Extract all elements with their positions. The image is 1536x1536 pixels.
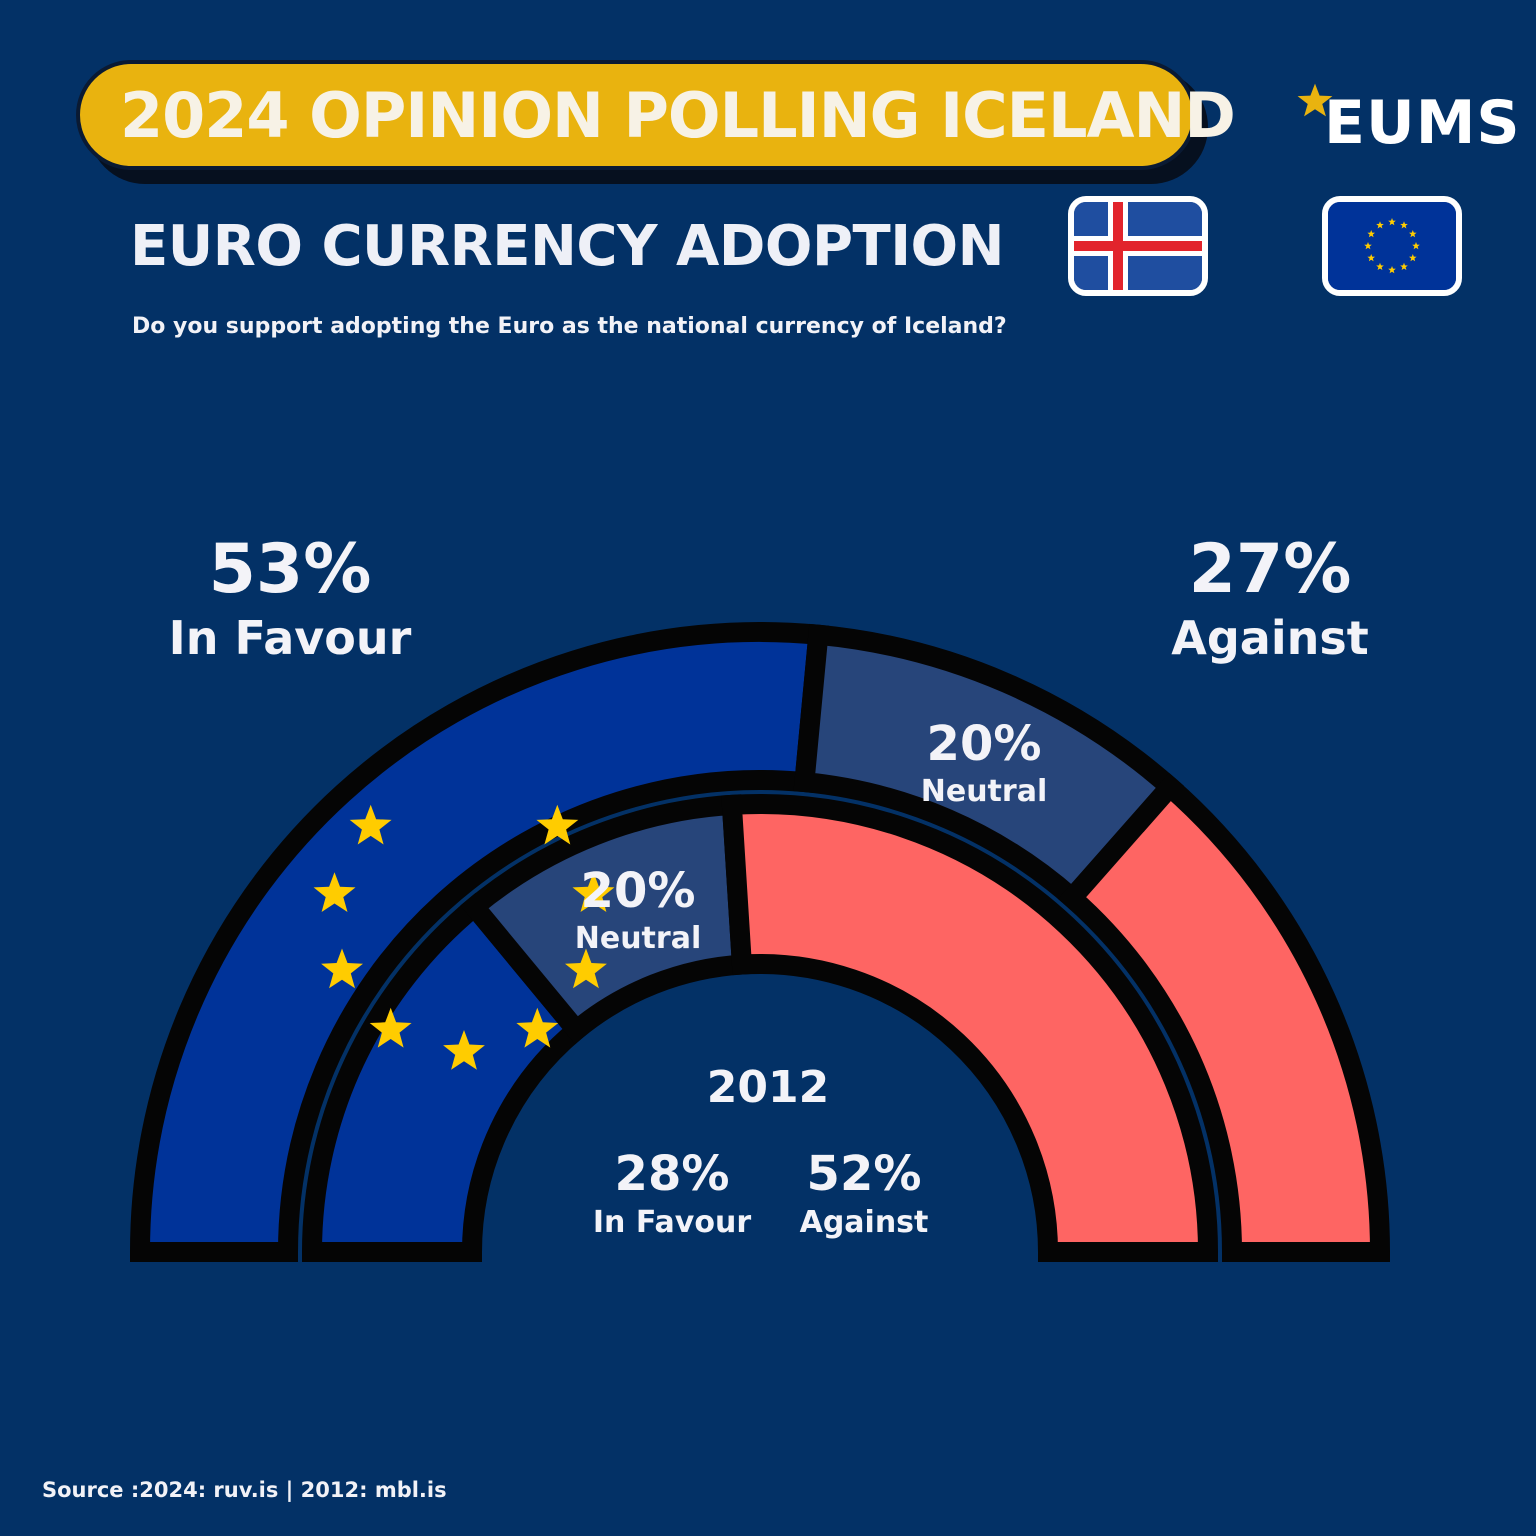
inner-favour-pct: 28% bbox=[615, 1146, 730, 1202]
eu-star-icon bbox=[572, 872, 615, 912]
slice-2012-against bbox=[721, 794, 1219, 1262]
slice-2024-favour bbox=[129, 622, 830, 1262]
outer-against-pct: 27% bbox=[1188, 530, 1352, 609]
eu-star-icon bbox=[516, 1007, 559, 1048]
flag-star-icon bbox=[1367, 254, 1375, 262]
inner-against-pct: 52% bbox=[807, 1146, 922, 1202]
flag-star-icon bbox=[1388, 266, 1396, 274]
flag-star-icon bbox=[1400, 221, 1408, 229]
flag-star-icon bbox=[1388, 218, 1396, 226]
eu-star-icon bbox=[443, 1030, 485, 1070]
eu-star-icon bbox=[349, 804, 392, 845]
logo-star-icon bbox=[1297, 83, 1333, 117]
outer-favour-label: In Favour bbox=[168, 611, 412, 665]
flag-star-icon bbox=[1376, 262, 1384, 270]
inner-neutral-pct: 20% bbox=[581, 863, 696, 919]
outer-against-label: Against bbox=[1171, 611, 1369, 665]
inner-favour-label: In Favour bbox=[593, 1205, 751, 1240]
logo-text: EUMS bbox=[1324, 88, 1521, 158]
outer-favour-label-block: 53% In Favour bbox=[140, 532, 440, 668]
chart-subtitle: EURO CURRENCY ADOPTION bbox=[130, 214, 1005, 279]
outer-favour-pct: 53% bbox=[208, 530, 372, 609]
inner-against-label: Against bbox=[800, 1205, 929, 1240]
title-banner: 2024 OPINION POLLING ICELAND bbox=[76, 60, 1236, 170]
flag-star-icon bbox=[1412, 242, 1420, 250]
inner-year-label: 2012 bbox=[707, 1062, 829, 1113]
slice-2024-against bbox=[1058, 772, 1391, 1262]
eu-star-icon bbox=[369, 1007, 412, 1048]
poll-question: Do you support adopting the Euro as the … bbox=[132, 314, 1007, 339]
eu-flag-icon bbox=[1322, 196, 1462, 296]
eu-star-icon bbox=[321, 948, 363, 989]
eums-logo: EUMS bbox=[1296, 82, 1520, 162]
eu-star-icon bbox=[565, 948, 607, 989]
flag-star-icon bbox=[1409, 254, 1417, 262]
eu-star-icon bbox=[313, 872, 356, 912]
eu-star-icon bbox=[536, 804, 579, 845]
flag-star-icon bbox=[1409, 230, 1417, 238]
inner-neutral-label: Neutral bbox=[575, 921, 701, 956]
flag-star-icon bbox=[1367, 230, 1375, 238]
outer-neutral-label: Neutral bbox=[921, 774, 1047, 809]
flag-star-icon bbox=[1376, 221, 1384, 229]
source-note: Source :2024: ruv.is | 2012: mbl.is bbox=[42, 1478, 447, 1502]
outer-neutral-pct: 20% bbox=[927, 716, 1042, 772]
flag-star-icon bbox=[1364, 242, 1372, 250]
outer-against-label-block: 27% Against bbox=[1120, 532, 1420, 668]
page-title: 2024 OPINION POLLING ICELAND bbox=[120, 78, 1236, 152]
iceland-flag-icon bbox=[1068, 196, 1208, 296]
flag-star-icon bbox=[1400, 262, 1408, 270]
